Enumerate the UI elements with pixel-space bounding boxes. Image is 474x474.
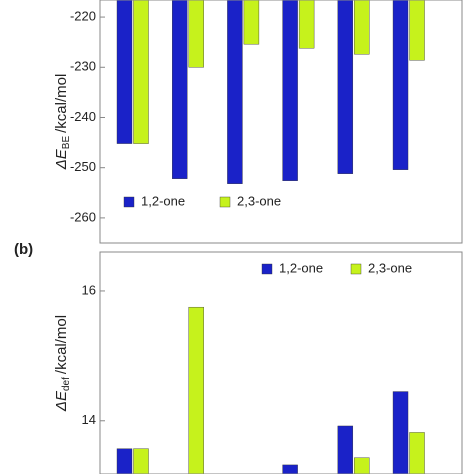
legend-swatch (123, 196, 135, 208)
y-label-sub: def (61, 377, 72, 391)
y-tick-label: -240 (70, 109, 96, 124)
bar (337, 425, 354, 474)
y-tick-label: -220 (70, 9, 96, 24)
bar (172, 0, 188, 179)
bar (409, 432, 425, 474)
bar (354, 0, 370, 55)
bar (188, 0, 204, 68)
y-label-sub: BE (61, 136, 72, 150)
bar (116, 448, 133, 474)
bar (337, 0, 354, 174)
bar (116, 0, 133, 144)
y-label-main: ΔE (53, 148, 70, 170)
y-tick-label: 14 (82, 412, 96, 427)
y-label-unit: /kcal/mol (53, 74, 70, 133)
legend-label: 1,2-one (141, 193, 185, 208)
plot-frame (99, 251, 463, 474)
legend-label: 1,2-one (279, 260, 323, 275)
bar (282, 464, 298, 474)
panel-label: (b) (14, 241, 33, 258)
legend-swatch (219, 196, 231, 208)
bar (409, 0, 425, 61)
bar (354, 457, 370, 474)
y-label-main: ΔE (53, 390, 70, 412)
y-axis-label: ΔEBE/kcal/mol (53, 74, 72, 171)
bar (298, 0, 315, 49)
y-tick-label: -260 (70, 209, 96, 224)
bar (133, 0, 149, 144)
plot-frame (99, 0, 463, 244)
bar (392, 391, 409, 474)
plot-area (116, 0, 425, 184)
bar (392, 0, 409, 170)
bar (282, 0, 298, 181)
plot-area (116, 306, 425, 474)
legend-label: 2,3-one (368, 260, 412, 275)
bar (227, 0, 243, 184)
y-axis-label: ΔEdef/kcal/mol (53, 315, 72, 412)
bar (243, 0, 260, 45)
y-tick-label: -230 (70, 59, 96, 74)
y-tick-label: -250 (70, 159, 96, 174)
bar (188, 306, 204, 474)
legend-swatch (261, 263, 273, 275)
bar (133, 448, 149, 474)
y-label-unit: /kcal/mol (53, 315, 70, 374)
legend-label: 2,3-one (237, 193, 281, 208)
y-tick-label: 16 (82, 282, 96, 297)
legend-swatch (350, 263, 362, 275)
